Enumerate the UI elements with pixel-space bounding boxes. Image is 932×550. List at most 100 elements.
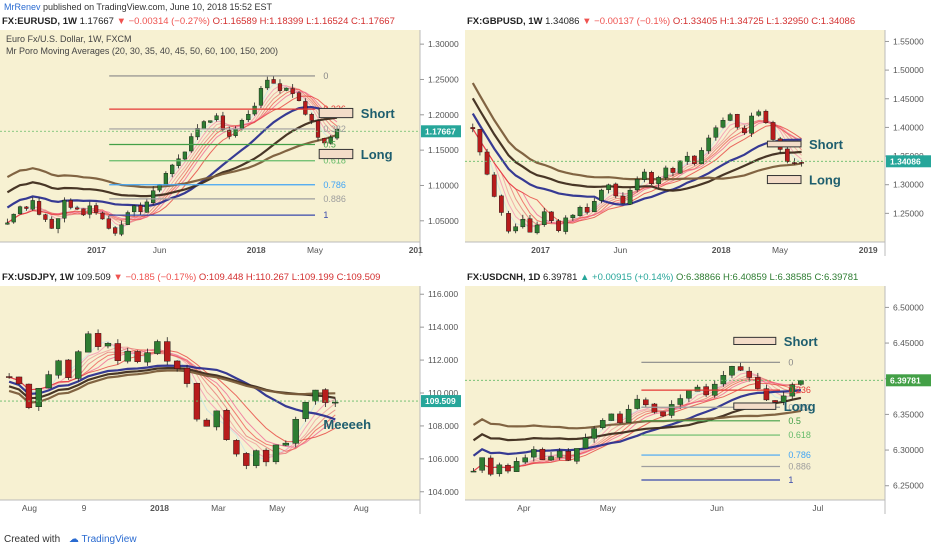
candle <box>100 212 105 220</box>
candle <box>527 218 533 233</box>
chart-panel-usdjpy[interactable]: FX:USDJPY, 1W 109.509 ▼ −0.185 (−0.17%) … <box>0 270 462 530</box>
time-tick-label: Mar <box>211 503 226 513</box>
candle <box>277 83 283 91</box>
candle <box>182 151 187 160</box>
candle <box>737 366 744 371</box>
candle <box>125 212 130 225</box>
candle <box>720 375 727 385</box>
time-tick-label: May <box>269 503 286 513</box>
ohlc-h: H:1.34725 <box>719 16 764 27</box>
candle <box>203 419 210 427</box>
candle <box>706 137 712 152</box>
price-tick-label: 6.45000 <box>893 338 924 348</box>
time-tick-label: Aug <box>22 503 37 513</box>
candle <box>114 343 122 361</box>
price-axis <box>885 286 932 514</box>
candle <box>25 383 33 408</box>
ohlc-h: H:1.18399 <box>259 16 304 27</box>
candle <box>755 377 761 389</box>
candle <box>119 224 124 235</box>
ohlc-o: O:1.16589 <box>212 16 257 27</box>
candle <box>265 79 270 89</box>
candle <box>513 461 520 472</box>
footer-brand[interactable]: TradingView <box>81 534 137 545</box>
candle <box>36 201 42 215</box>
candle <box>549 211 554 221</box>
candle <box>729 366 735 376</box>
candle <box>577 207 583 216</box>
chart-header: FX:EURUSD, 1W 1.17667 ▼ −0.00314 (−0.27%… <box>0 14 395 30</box>
zone-annotation: Short <box>361 106 396 121</box>
candle <box>195 128 200 138</box>
time-tick-label: 201 <box>409 245 423 255</box>
fib-level-label: 0.5 <box>788 416 801 426</box>
time-tick-label: 2017 <box>87 245 106 255</box>
price-change: ▼ −0.00137 (−0.1%) <box>582 16 671 27</box>
candle <box>699 150 704 165</box>
fib-level-label: 0 <box>788 357 793 367</box>
candle <box>496 464 503 475</box>
price-tick-label: 1.50000 <box>893 65 924 75</box>
price-tick-label: 116.000 <box>428 289 458 299</box>
time-tick-label: May <box>772 245 789 255</box>
candle <box>556 220 561 231</box>
price-tick-label: 1.55000 <box>893 36 924 46</box>
candle <box>15 376 23 385</box>
last-price: 6.39781 <box>543 272 578 283</box>
candle <box>332 401 339 404</box>
fib-level-label: 0.5 <box>323 139 336 149</box>
candle <box>5 222 10 225</box>
time-tick-label: Aug <box>354 503 369 513</box>
candle <box>798 380 804 385</box>
chart-panel-usdcnh[interactable]: FX:USDCNH, 1D 6.39781 ▲ +0.00915 (+0.14%… <box>465 270 932 530</box>
last-price: 109.509 <box>76 272 111 283</box>
last-price: 1.34086 <box>545 16 580 27</box>
candle <box>479 457 485 471</box>
price-tick-label: 1.25000 <box>428 74 459 84</box>
price-tick-label: 6.25000 <box>893 481 924 491</box>
tradingview-logo-icon: ☁ <box>68 534 79 545</box>
candle <box>290 88 295 94</box>
price-tick-label: 104.000 <box>428 487 459 497</box>
price-tick-label: 1.30000 <box>428 39 459 49</box>
price-tick-label: 6.30000 <box>893 445 924 455</box>
candle <box>309 114 314 121</box>
publish-header: MrRenev published on TradingView.com, Ju… <box>0 0 932 14</box>
price-tick-label: 1.20000 <box>428 110 459 120</box>
candle <box>563 217 569 232</box>
last-price-tag <box>421 125 461 138</box>
candle <box>756 111 762 116</box>
candle <box>565 451 572 461</box>
candle <box>656 177 661 185</box>
author-link[interactable]: MrRenev <box>4 2 41 12</box>
candle <box>183 367 191 384</box>
price-tick-label: 1.05000 <box>428 216 459 226</box>
chart-panel-eurusd[interactable]: FX:EURUSD, 1W 1.17667 ▼ −0.00314 (−0.27%… <box>0 14 462 269</box>
moving-average-line <box>7 85 338 227</box>
chart-panel-gbpusd[interactable]: FX:GBPUSD, 1W 1.34086 ▼ −0.00137 (−0.1%)… <box>465 14 932 269</box>
last-price-tag <box>886 374 931 387</box>
footer: Created with ☁ TradingView <box>0 530 932 550</box>
last-price-label: 109.509 <box>425 396 456 406</box>
candle <box>734 114 740 128</box>
price-change: ▼ −0.00314 (−0.27%) <box>116 16 210 27</box>
price-change: ▼ −0.185 (−0.17%) <box>113 272 197 283</box>
moving-average-line <box>6 116 338 198</box>
time-tick-label: Apr <box>517 503 530 513</box>
price-tick-label: 6.50000 <box>893 302 924 312</box>
candle <box>746 370 752 378</box>
candle <box>284 87 289 91</box>
candle <box>513 226 519 232</box>
candle <box>163 173 168 186</box>
candle <box>539 448 546 460</box>
candle <box>223 410 230 440</box>
moving-average-line <box>7 85 338 225</box>
zone-box <box>766 140 802 148</box>
zone-box <box>318 148 354 160</box>
price-change: ▲ +0.00915 (+0.14%) <box>580 272 674 283</box>
candle <box>87 205 92 215</box>
chart-svg: 1.30000 1.25000 1.20000 1.15000 1.10000 1.050… <box>0 30 462 256</box>
ohlc-l: L:6.38585 <box>769 272 812 283</box>
candle <box>686 390 692 399</box>
candle <box>55 360 62 376</box>
